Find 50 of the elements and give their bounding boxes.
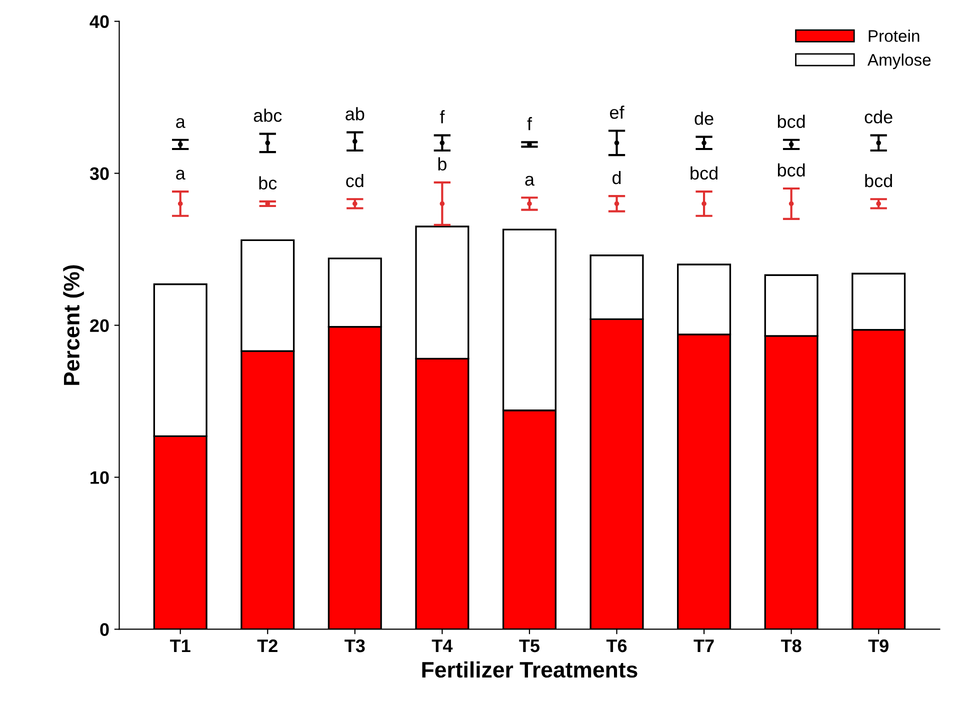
x-tick-label: T3: [344, 639, 365, 652]
data-label: ab: [346, 107, 364, 120]
data-label: a: [525, 176, 534, 186]
x-axis-title: Fertilizer Treatments: [422, 661, 638, 678]
y-tick-label: 10: [90, 471, 109, 484]
data-label: bcd: [778, 163, 805, 177]
point: [614, 201, 620, 206]
point: [352, 138, 358, 144]
data-label: bcd: [690, 166, 718, 180]
data-label: a: [176, 170, 186, 180]
data-label: bcd: [778, 114, 805, 128]
data-label: a: [176, 118, 186, 128]
x-tick-label: T8: [780, 639, 802, 652]
point: [788, 201, 794, 206]
data-label: cd: [346, 174, 364, 188]
x-tick-label: T1: [170, 640, 190, 652]
point: [876, 140, 882, 146]
legend-label: Protein: [868, 30, 920, 42]
point: [440, 140, 445, 146]
data-label: bcd: [865, 174, 892, 188]
point: [614, 140, 620, 146]
data-label: bc: [259, 176, 277, 190]
x-tick-label: T6: [606, 639, 627, 652]
data-label: de: [694, 112, 714, 125]
point: [527, 201, 532, 206]
x-tick-label: T4: [432, 640, 453, 652]
point: [702, 140, 706, 146]
y-tick-label: 40: [90, 15, 109, 28]
data-label: f: [440, 110, 445, 124]
point: [440, 201, 445, 206]
y-axis-title: Percent (%): [63, 265, 84, 385]
data-label: b: [438, 157, 446, 171]
x-tick-label: T9: [868, 639, 888, 652]
x-tick-label: T2: [257, 639, 278, 652]
point: [178, 142, 183, 147]
point: [788, 142, 794, 147]
legend-label: Amylose: [867, 54, 931, 70]
y-tick-label: 0: [100, 623, 109, 636]
point: [178, 201, 183, 206]
data-label: d: [612, 170, 621, 184]
x-tick-label: T5: [519, 640, 540, 652]
data-label: cde: [864, 110, 892, 124]
point: [702, 201, 706, 206]
y-tick-label: 20: [90, 319, 109, 332]
y-tick-label: 30: [90, 167, 109, 180]
data-label: abc: [254, 108, 282, 122]
data-label: ef: [610, 106, 624, 119]
data-label: f: [527, 117, 532, 130]
x-tick-label: T7: [694, 640, 714, 652]
point: [265, 140, 270, 146]
